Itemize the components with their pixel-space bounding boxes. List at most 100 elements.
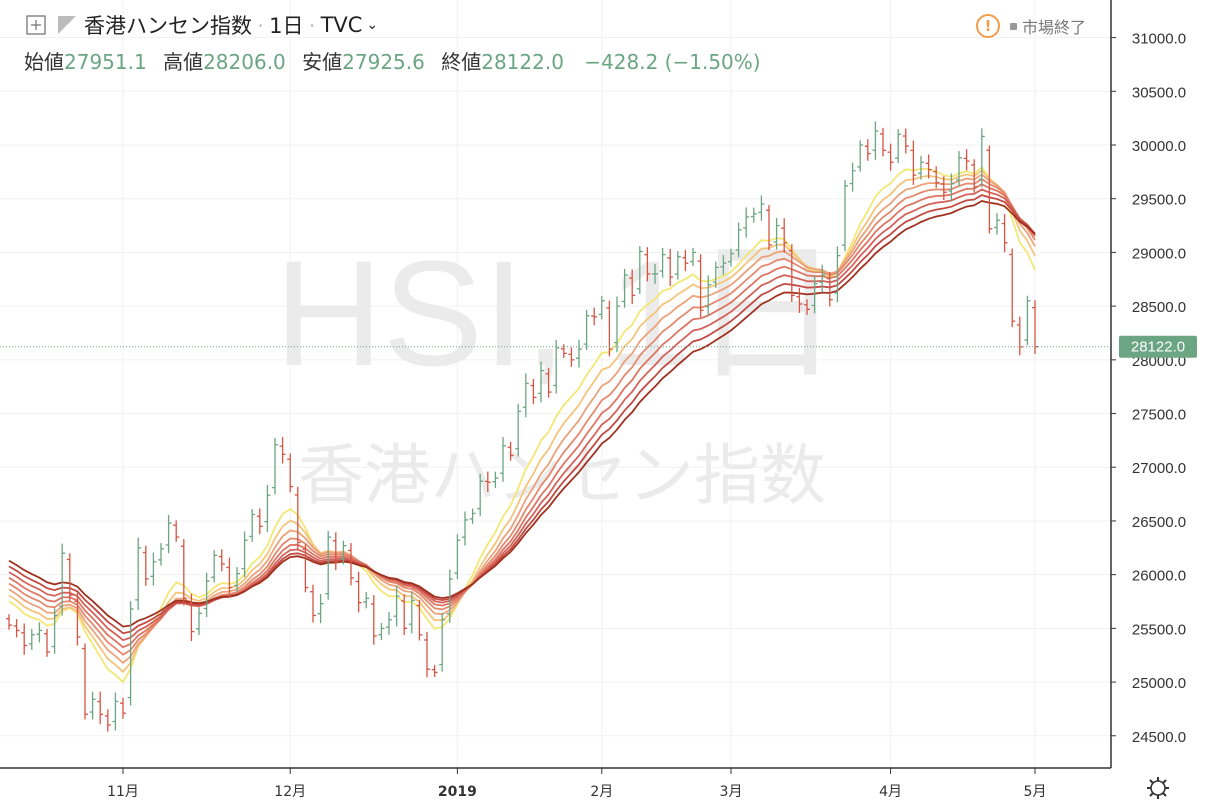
ohlc-bar: [583, 309, 590, 351]
ohlc-bar: [294, 486, 301, 551]
ma-line: [8, 194, 1036, 635]
ohlc-bar: [469, 508, 476, 524]
ohlc-bar: [690, 247, 696, 267]
ohlc-bar: [500, 437, 506, 482]
ohlc-bar: [918, 155, 924, 180]
ohlc-bar: [120, 697, 126, 719]
last-price-label-bg: [1119, 335, 1197, 358]
ohlc-bar: [750, 207, 757, 223]
open-label: 始値: [24, 50, 64, 74]
ohlc-bar: [629, 269, 636, 305]
ohlc-bar: [51, 608, 58, 654]
ohlc-bar: [264, 484, 271, 532]
market-status: ! 市場終了: [976, 14, 1086, 38]
x-tick-label: 2月: [590, 784, 613, 800]
ohlc-bar: [636, 246, 643, 294]
y-tick-label: 25500.0: [1132, 621, 1186, 638]
ohlc-bar: [598, 295, 605, 320]
y-tick-label: 26000.0: [1132, 568, 1186, 585]
ohlc-bar: [272, 437, 278, 495]
ohlc-bar: [302, 544, 309, 593]
y-tick-label: 25000.0: [1132, 675, 1186, 692]
x-tick-label: 11月: [107, 784, 139, 800]
ohlc-bar: [332, 532, 339, 571]
separator: ·: [258, 15, 264, 35]
ohlc-bar: [165, 514, 172, 554]
x-tick-label: 12月: [274, 784, 306, 800]
ohlc-bar: [849, 162, 856, 192]
ohlc-bar: [940, 176, 947, 201]
ohlc-bar: [97, 691, 104, 725]
ohlc-bar: [971, 159, 978, 193]
ohlc-bar: [36, 622, 43, 643]
expand-icon[interactable]: [26, 15, 46, 35]
ohlc-bar: [576, 339, 582, 368]
ohlc-bar: [355, 571, 362, 613]
ohlc-bar: [363, 591, 370, 609]
ohlc-bar: [728, 248, 734, 267]
ohlc-bar: [1032, 300, 1038, 355]
ohlc-bar: [857, 140, 864, 172]
ohlc-bar: [902, 128, 909, 154]
ohlc-bar: [196, 607, 202, 635]
low-label: 安値: [302, 50, 343, 74]
ma-line: [8, 188, 1036, 642]
symbol-name[interactable]: 香港ハンセン指数: [84, 14, 252, 38]
chart-header: 香港ハンセン指数 · 1日 · TVC ⌄: [26, 12, 378, 38]
ohlc-bar: [424, 631, 430, 678]
grid-lines: [0, 0, 1111, 768]
ohlc-bar: [317, 594, 324, 624]
y-tick-label: 30000.0: [1132, 138, 1186, 155]
ohlc-bar: [1024, 295, 1031, 346]
ohlc-bar: [811, 275, 818, 314]
ohlc-bar: [325, 531, 332, 600]
ohlc-bar: [720, 254, 727, 276]
ohlc-bar: [553, 340, 560, 394]
y-tick-label: 28500.0: [1132, 299, 1186, 316]
ohlc-bar: [659, 247, 666, 278]
close-label: 終値: [441, 50, 482, 74]
ohlc-bar: [956, 151, 962, 187]
ohlc-bar: [948, 173, 955, 202]
close-value: 28122.0: [481, 50, 564, 74]
ohlc-bar: [712, 261, 719, 288]
ohlc-bar: [66, 553, 73, 602]
ohlc-bar: [1016, 316, 1023, 356]
ohlc-bar: [773, 218, 780, 250]
ohlc-bar: [150, 552, 157, 586]
watermark-ticker: HSI, 1日: [275, 229, 842, 397]
ohlc-bar: [279, 436, 286, 464]
ohlc-bar: [249, 509, 256, 542]
ohlc-bar: [804, 299, 810, 315]
ohlc-bar: [492, 471, 499, 488]
ohlc-bar: [401, 594, 408, 636]
settings-gear-icon[interactable]: [1147, 777, 1169, 799]
ohlc-bar: [127, 601, 134, 706]
ohlc-bar: [431, 665, 438, 678]
source-label[interactable]: TVC: [320, 13, 363, 37]
ohlc-bar: [758, 195, 765, 221]
warning-icon[interactable]: !: [976, 14, 1000, 38]
y-tick-label: 26500.0: [1132, 514, 1186, 531]
ohlc-bar: [454, 534, 461, 580]
high-label: 高値: [163, 50, 204, 74]
ohlc-bar: [880, 127, 886, 157]
ohlc-bar: [370, 595, 377, 645]
ohlc-bar: [446, 569, 453, 624]
ohlc-bar: [743, 207, 750, 238]
chevron-down-icon[interactable]: ⌄: [366, 17, 379, 33]
ohlc-bar: [933, 166, 940, 189]
flag-icon: [58, 16, 76, 34]
ohlc-bar: [895, 129, 902, 164]
ma-ribbon: [8, 165, 1036, 684]
ma-line: [8, 169, 1036, 673]
ohlc-bar: [560, 344, 567, 358]
ohlc-bar: [994, 213, 1000, 235]
interval-label[interactable]: 1日: [269, 14, 304, 38]
ohlc-bar: [522, 373, 529, 418]
ohlc-bar: [104, 709, 111, 732]
y-tick-label: 29500.0: [1132, 192, 1186, 209]
ohlc-bar: [819, 264, 826, 293]
x-tick-label: 3月: [720, 784, 743, 800]
